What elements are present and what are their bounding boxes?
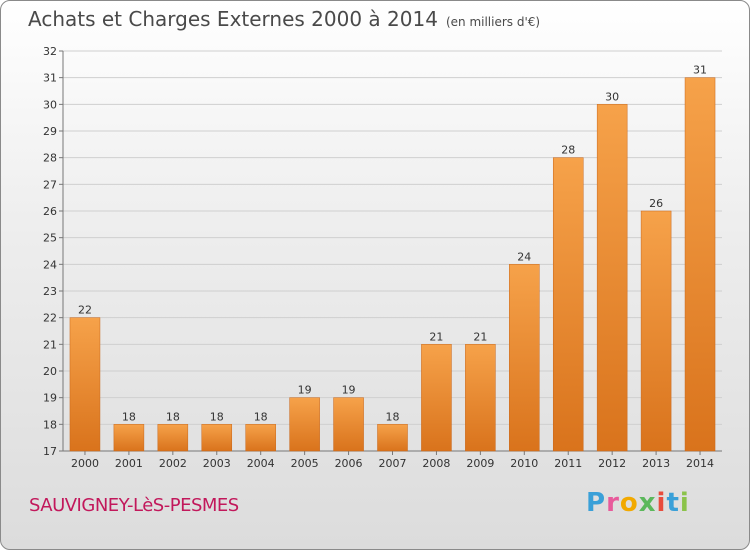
y-tick-label: 19: [43, 392, 57, 405]
title-text: Achats et Charges Externes 2000 à 2014: [28, 7, 438, 31]
y-tick-label: 18: [43, 418, 57, 431]
x-tick-label: 2001: [115, 457, 143, 470]
bar: [333, 397, 364, 452]
logo-letter: P: [586, 488, 607, 518]
data-label: 18: [254, 410, 268, 423]
commune-name: SAUVIGNEY-LèS-PESMES: [29, 495, 239, 516]
x-tick-label: 2003: [203, 457, 231, 470]
proxiti-logo: Proxiti: [586, 488, 690, 518]
y-tick-label: 23: [43, 285, 57, 298]
bar: [465, 344, 496, 452]
logo-letter: i: [656, 488, 667, 518]
bar: [421, 344, 452, 452]
data-label: 21: [473, 330, 487, 343]
y-tick-label: 17: [43, 445, 57, 458]
data-label: 24: [517, 250, 531, 263]
logo-letter: t: [666, 488, 680, 518]
bars: [69, 77, 716, 452]
bar: [201, 424, 233, 452]
y-tick-label: 25: [43, 232, 57, 245]
x-tick-label: 2012: [598, 457, 626, 470]
bar: [69, 317, 101, 452]
y-tick-label: 31: [43, 72, 57, 85]
x-tick-label: 2007: [379, 457, 407, 470]
logo-letter: o: [619, 488, 639, 518]
logo-letter: r: [606, 488, 620, 518]
bar: [289, 397, 320, 452]
data-label: 30: [605, 90, 619, 103]
data-label: 26: [649, 197, 663, 210]
logo-letter: i: [679, 488, 690, 518]
data-labels: 22 18 18 18 18 19 19 18 21 21 24 28 30 26 31: [78, 64, 707, 424]
data-label: 21: [429, 330, 443, 343]
y-tick-label: 30: [43, 98, 57, 111]
data-label: 28: [561, 144, 575, 157]
bar: [509, 264, 540, 452]
y-tick-label: 27: [43, 178, 57, 191]
x-tick-label: 2013: [642, 457, 670, 470]
bar: [245, 424, 276, 452]
data-label: 18: [210, 410, 224, 423]
y-tick-label: 28: [43, 152, 57, 165]
y-tick-label: 26: [43, 205, 57, 218]
data-label: 18: [122, 410, 136, 423]
data-label: 22: [78, 304, 92, 317]
bar: [552, 157, 584, 452]
data-label: 19: [298, 384, 312, 397]
y-tick-label: 29: [43, 125, 57, 138]
x-tick-label: 2005: [291, 457, 319, 470]
data-label: 31: [693, 64, 707, 77]
bar: [377, 424, 408, 452]
logo-letter: x: [638, 488, 657, 518]
y-tick-label: 24: [43, 258, 57, 271]
bar: [596, 104, 628, 452]
bar: [157, 424, 189, 452]
x-tick-label: 2011: [554, 457, 582, 470]
x-tick-label: 2002: [159, 457, 187, 470]
bar: [640, 210, 672, 452]
x-tick-label: 2009: [466, 457, 494, 470]
data-label: 18: [166, 410, 180, 423]
data-label: 18: [386, 410, 400, 423]
x-tick-label: 2010: [510, 457, 538, 470]
bar: [113, 424, 145, 452]
x-tick-label: 2006: [335, 457, 363, 470]
y-tick-label: 21: [43, 338, 57, 351]
chart-title: Achats et Charges Externes 2000 à 2014 (e…: [28, 7, 540, 31]
x-tick-label: 2014: [686, 457, 714, 470]
y-tick-label: 22: [43, 312, 57, 325]
bar: [684, 77, 716, 452]
x-tick-label: 2000: [71, 457, 99, 470]
y-tick-label: 20: [43, 365, 57, 378]
y-tick-label: 32: [43, 45, 57, 58]
data-label: 19: [342, 384, 356, 397]
x-tick-label: 2004: [247, 457, 275, 470]
x-tick-label: 2008: [422, 457, 450, 470]
title-unit: (en milliers d'€): [445, 15, 541, 29]
